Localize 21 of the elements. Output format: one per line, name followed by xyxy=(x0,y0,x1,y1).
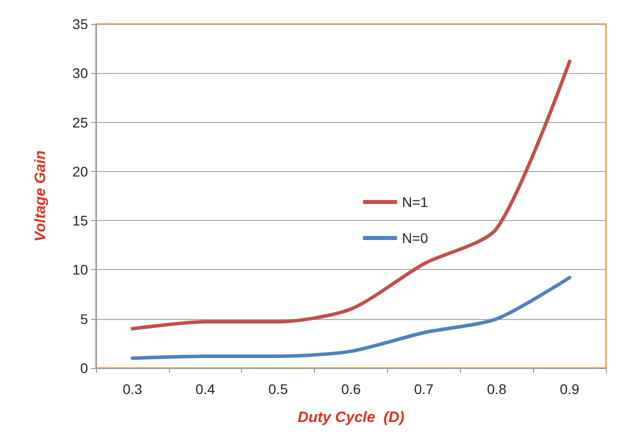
x-tick-label: 0.4 xyxy=(196,381,216,397)
x-tick-label: 0.7 xyxy=(414,381,434,397)
x-tick-label: 0.6 xyxy=(341,381,361,397)
y-tick-label: 20 xyxy=(72,163,88,180)
x-tick-label: 0.5 xyxy=(268,381,288,397)
x-axis-title: Duty Cycle (D) xyxy=(298,409,404,426)
y-axis-title: Voltage Gain xyxy=(32,150,49,242)
x-tick-label: 0.8 xyxy=(486,381,507,397)
line-series xyxy=(130,60,572,330)
y-tick-label: 10 xyxy=(72,262,88,278)
line-series xyxy=(130,276,572,360)
y-tick-label: 25 xyxy=(72,114,88,130)
y-tick-label: 5 xyxy=(80,310,88,327)
y-tick-label: 35 xyxy=(72,16,88,32)
y-tick-label: 15 xyxy=(72,212,88,229)
y-tick-label: 0 xyxy=(80,360,88,376)
legend-label: N=1 xyxy=(402,194,428,210)
x-tick-label: 0.3 xyxy=(122,381,142,397)
y-tick-label: 30 xyxy=(72,65,88,82)
legend-label: N=0 xyxy=(402,230,428,246)
x-tick-label: 0.9 xyxy=(560,381,580,397)
